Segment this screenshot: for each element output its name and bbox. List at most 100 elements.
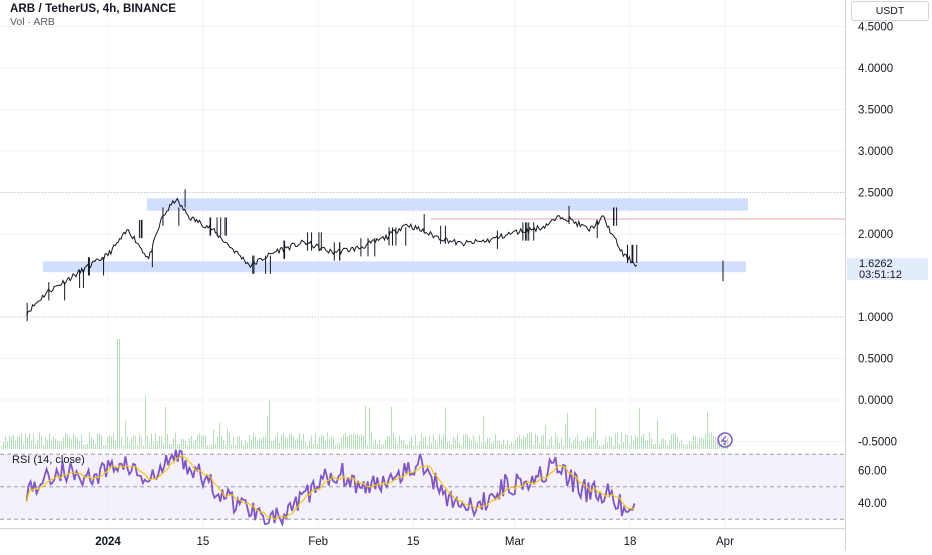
volume-bar bbox=[9, 435, 10, 449]
volume-bar bbox=[291, 433, 292, 449]
volume-bar bbox=[37, 440, 38, 449]
volume-bar bbox=[55, 438, 56, 449]
price-line bbox=[26, 197, 638, 316]
volume-bar bbox=[31, 440, 32, 449]
price-tick-label: 1.0000 bbox=[858, 312, 893, 324]
volume-bar bbox=[181, 438, 182, 449]
volume-bar bbox=[233, 437, 234, 449]
volume-bar bbox=[33, 434, 34, 449]
volume-bar bbox=[399, 435, 400, 449]
volume-bar bbox=[265, 435, 266, 449]
volume-bar bbox=[267, 416, 268, 449]
volume-bar bbox=[579, 441, 580, 449]
volume-bar bbox=[441, 439, 442, 449]
volume-bar bbox=[663, 438, 664, 449]
volume-bar bbox=[167, 433, 168, 449]
volume-bar bbox=[65, 433, 66, 449]
volume-bar bbox=[241, 440, 242, 449]
volume-bar bbox=[555, 432, 556, 449]
volume-bar bbox=[15, 440, 16, 449]
volume-bar bbox=[85, 444, 86, 449]
volume-bar bbox=[289, 433, 290, 449]
volume-bar bbox=[229, 433, 230, 449]
volume-bar bbox=[557, 436, 558, 449]
volume-bar bbox=[679, 442, 680, 449]
volume-bar bbox=[595, 408, 596, 449]
volume-bar bbox=[585, 440, 586, 449]
volume-bar bbox=[11, 436, 12, 449]
volume-bar bbox=[201, 435, 202, 449]
volume-bar bbox=[125, 420, 126, 449]
volume-bar bbox=[133, 435, 134, 449]
volume-bar bbox=[649, 432, 650, 449]
volume-bar bbox=[647, 440, 648, 449]
volume-bar bbox=[397, 443, 398, 449]
volume-bar bbox=[147, 435, 148, 449]
volume-bar bbox=[237, 436, 238, 449]
volume-bar bbox=[259, 439, 260, 449]
volume-bar bbox=[711, 432, 712, 449]
volume-bar bbox=[377, 444, 378, 449]
volume-bar bbox=[641, 435, 642, 449]
volume-bar bbox=[609, 435, 610, 449]
volume-bar bbox=[387, 435, 388, 449]
volume-bar bbox=[381, 445, 382, 449]
volume-bar bbox=[687, 444, 688, 449]
volume-bar bbox=[69, 437, 70, 449]
volume-bar bbox=[249, 435, 250, 449]
volume-bar bbox=[319, 437, 320, 449]
currency-button[interactable]: USDT bbox=[851, 1, 929, 21]
volume-bar bbox=[499, 440, 500, 449]
volume-bar bbox=[351, 434, 352, 449]
volume-bar bbox=[171, 444, 172, 449]
volume-bar bbox=[639, 408, 640, 449]
volume-bar bbox=[625, 434, 626, 449]
volume-bar bbox=[713, 436, 714, 449]
volume-bar bbox=[301, 441, 302, 449]
volume-bar bbox=[597, 440, 598, 449]
price-tick-label: 4.5000 bbox=[858, 22, 893, 34]
volume-bar bbox=[421, 433, 422, 449]
volume-bar bbox=[715, 436, 716, 449]
price-tick-label: 3.5000 bbox=[858, 105, 893, 117]
volume-bar bbox=[493, 441, 494, 449]
volume-bar bbox=[215, 444, 216, 449]
volume-bar bbox=[443, 434, 444, 449]
volume-bar bbox=[677, 436, 678, 449]
volume-bar bbox=[77, 437, 78, 449]
volume-bar bbox=[115, 440, 116, 449]
volume-bar bbox=[59, 440, 60, 449]
volume-bar bbox=[523, 436, 524, 449]
volume-bar bbox=[39, 432, 40, 449]
volume-bar bbox=[689, 440, 690, 449]
volume-bar bbox=[659, 444, 660, 449]
time-tick-label: 2024 bbox=[95, 536, 121, 548]
volume-bar bbox=[445, 407, 446, 449]
volume-bar bbox=[205, 435, 206, 449]
volume-bar bbox=[95, 444, 96, 449]
volume-bar bbox=[51, 440, 52, 449]
volume-bar bbox=[603, 444, 604, 449]
volume-bar bbox=[471, 440, 472, 449]
volume-bar bbox=[633, 441, 634, 449]
volume-bar bbox=[315, 432, 316, 449]
volume-bar bbox=[211, 444, 212, 449]
volume-bar bbox=[223, 440, 224, 449]
time-tick-label: 18 bbox=[624, 536, 637, 548]
volume-bar bbox=[195, 439, 196, 449]
volume-bar bbox=[637, 437, 638, 449]
rsi-ma-line bbox=[26, 454, 635, 521]
volume-bar bbox=[255, 436, 256, 449]
time-tick-label: 15 bbox=[197, 536, 210, 548]
volume-bar bbox=[705, 434, 706, 449]
volume-bar bbox=[703, 438, 704, 449]
volume-bar bbox=[475, 440, 476, 449]
price-tick-label: 3.0000 bbox=[858, 146, 893, 158]
volume-bar bbox=[91, 437, 92, 449]
volume-bars bbox=[1, 339, 728, 449]
volume-bar bbox=[619, 443, 620, 449]
volume-bar bbox=[159, 435, 160, 449]
volume-bar bbox=[157, 441, 158, 449]
volume-bar bbox=[395, 437, 396, 449]
volume-bar bbox=[547, 445, 548, 449]
